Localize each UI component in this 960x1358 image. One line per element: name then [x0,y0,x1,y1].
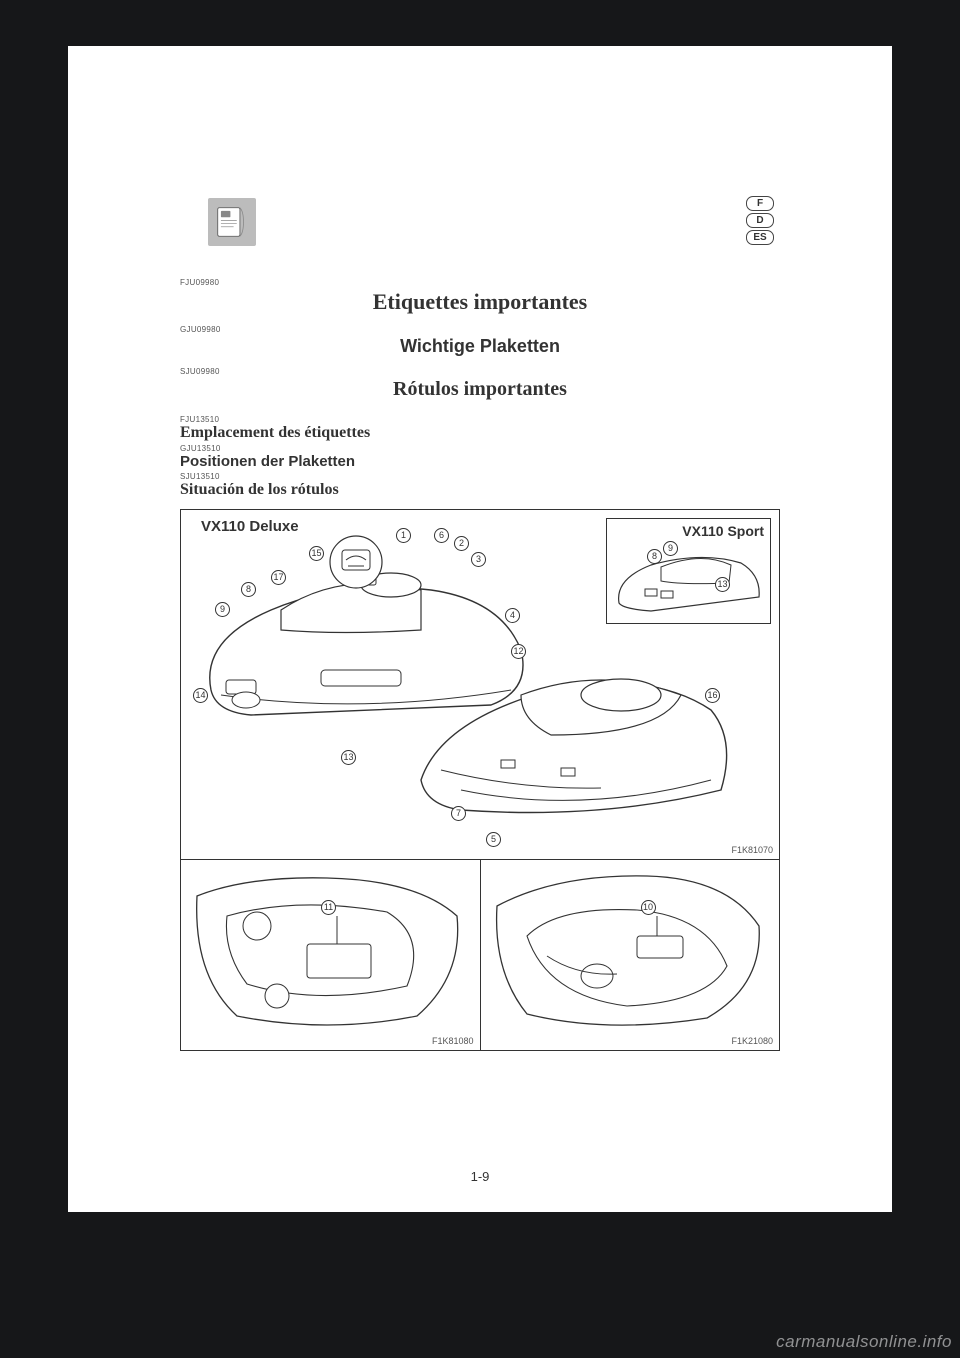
jetski-sport-illustration [611,541,767,621]
engine-bay-right-illustration [487,866,767,1036]
language-tabs: F D ES [746,196,774,245]
fig-code-br: F1K21080 [731,1036,773,1046]
callout-16: 16 [705,688,720,703]
callout-8: 8 [241,582,256,597]
page-content: FJU09980 Etiquettes importantes GJU09980… [180,278,780,1051]
title-es: Rótulos importantes [180,378,780,401]
title-de: Wichtige Plaketten [180,336,780,357]
gauge-zoom-icon [326,532,386,592]
code-sju09980: SJU09980 [180,367,780,376]
code-fju13510: FJU13510 [180,415,780,424]
callout-10: 10 [641,900,656,915]
callout-11: 11 [321,900,336,915]
diagram-top-panel: VX110 Deluxe [181,510,779,860]
callout-7: 7 [451,806,466,821]
lang-tab-d: D [746,213,774,228]
engine-bay-left-illustration [187,866,467,1036]
callout-3: 3 [471,552,486,567]
callout-5: 5 [486,832,501,847]
model-deluxe-label: VX110 Deluxe [201,518,299,535]
heading-es: Situación de los rótulos [180,481,780,499]
callout-1: 1 [396,528,411,543]
callout-15: 15 [309,546,324,561]
callout-sport-9: 9 [663,541,678,556]
diagram-block: VX110 Deluxe [180,509,780,1051]
label-sheet-icon [208,198,256,246]
watermark: carmanualsonline.info [776,1332,952,1352]
callout-4: 4 [505,608,520,623]
page-number: 1-9 [68,1169,892,1184]
code-gju09980: GJU09980 [180,325,780,334]
diagram-bottom-left: 11 F1K81080 [181,860,481,1050]
lang-tab-f: F [746,196,774,211]
lang-tab-es: ES [746,230,774,245]
code-sju13510: SJU13510 [180,472,780,481]
code-fju09980: FJU09980 [180,278,780,287]
callout-sport-13: 13 [715,577,730,592]
diagram-bottom-row: 11 F1K81080 10 F1K21080 [181,860,779,1050]
callout-17: 17 [271,570,286,585]
callout-6: 6 [434,528,449,543]
fig-code-bl: F1K81080 [432,1036,474,1046]
callout-12: 12 [511,644,526,659]
model-sport-label: VX110 Sport [682,523,764,539]
callout-13: 13 [341,750,356,765]
diagram-bottom-right: 10 F1K21080 [481,860,780,1050]
code-gju13510: GJU13510 [180,444,780,453]
heading-fr: Emplacement des étiquettes [180,424,780,442]
callout-sport-8: 8 [647,549,662,564]
callout-9: 9 [215,602,230,617]
callout-14: 14 [193,688,208,703]
fig-code-top: F1K81070 [731,845,773,855]
manual-page: F D ES FJU09980 Etiquettes importantes G… [68,46,892,1212]
title-fr: Etiquettes importantes [180,289,780,315]
sport-inset: VX110 Sport 8 9 13 [606,518,771,624]
callout-2: 2 [454,536,469,551]
heading-de: Positionen der Plaketten [180,453,780,470]
